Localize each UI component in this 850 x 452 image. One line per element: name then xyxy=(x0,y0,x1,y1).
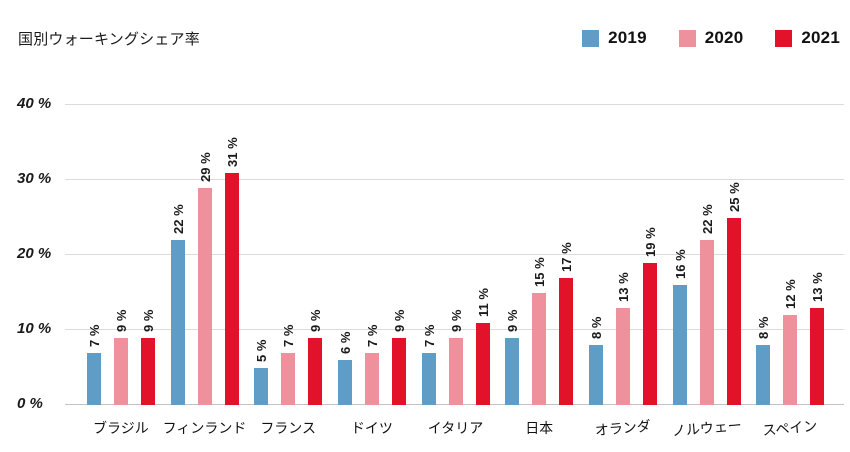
bar-2020: 15 % xyxy=(532,257,547,405)
bar-value-label: 9 % xyxy=(140,309,156,332)
bar-value-label: 9 % xyxy=(308,309,324,332)
bar-value-label: 9 % xyxy=(113,309,129,332)
bar-2020: 9 % xyxy=(448,309,464,405)
bar-2021: 31 % xyxy=(224,137,240,405)
legend-swatch-icon xyxy=(775,29,793,47)
gridline-20: 20 % xyxy=(17,245,844,262)
bar-value-label: 25 % xyxy=(726,181,742,212)
bar-2020: 9 % xyxy=(113,309,129,405)
bar-value-label: 22 % xyxy=(699,204,715,234)
bar-group: 9 % 15 % 17 % 日本 xyxy=(497,105,581,436)
bar-value-label: 8 % xyxy=(588,316,604,339)
bar-value-label: 31 % xyxy=(224,136,240,167)
bar-2021: 9 % xyxy=(140,309,156,405)
bar-2021: 11 % xyxy=(475,288,491,405)
gridline-10: 10 % xyxy=(17,320,844,337)
bar-value-label: 16 % xyxy=(672,249,688,279)
bar-2021: 9 % xyxy=(391,309,407,405)
legend-label: 2021 xyxy=(801,28,840,47)
bar-chart-plot: 0 % 10 % 20 % 30 % 40 % 7 % 9 % 9 % ブラジル 22 % 29 %… xyxy=(17,95,844,439)
chart-legend: 2019 2020 2021 xyxy=(582,28,840,48)
bar-2021: 13 % xyxy=(810,272,825,405)
bar-group: 5 % 7 % 9 % フランス xyxy=(246,105,330,436)
bar-groups: 7 % 9 % 9 % ブラジル 22 % 29 % 31 % フィンランド 5 % 7 % 9 %… xyxy=(79,105,832,439)
x-axis-label: イタリア xyxy=(427,420,484,436)
bar-value-label: 13 % xyxy=(615,271,631,302)
legend-swatch-icon xyxy=(678,29,696,47)
bar-group: 6 % 7 % 9 % ドイツ xyxy=(330,105,414,436)
bar-value-label: 7 % xyxy=(421,324,437,347)
legend-swatch-icon xyxy=(582,29,600,47)
bar-2019: 7 % xyxy=(421,324,437,405)
bar-2019: 6 % xyxy=(337,332,353,405)
x-axis-label: フィンランド xyxy=(162,420,247,436)
bar-2019: 22 % xyxy=(170,204,186,405)
bar-value-label: 9 % xyxy=(448,309,464,332)
x-axis-label: オランダ xyxy=(594,417,652,439)
bar-2020: 7 % xyxy=(364,324,380,405)
x-axis-label: ブラジル xyxy=(92,420,149,436)
bar-2021: 9 % xyxy=(308,309,323,405)
x-axis-label: スペイン xyxy=(762,417,819,439)
bar-group: 22 % 29 % 31 % フィンランド xyxy=(163,105,247,436)
bar-value-label: 5 % xyxy=(254,339,270,362)
y-axis-tick-label: 20 % xyxy=(17,245,52,262)
bar-group: 16 % 22 % 25 % ノルウェー xyxy=(665,105,749,439)
bar-value-label: 22 % xyxy=(170,204,186,234)
bar-2019: 8 % xyxy=(756,317,771,405)
y-axis-tick-label: 0 % xyxy=(17,395,43,412)
bar-value-label: 15 % xyxy=(532,256,548,287)
gridline-40: 40 % xyxy=(17,95,844,112)
bar-value-label: 7 % xyxy=(86,324,102,347)
bar-value-label: 12 % xyxy=(783,279,799,309)
bar-2021: 17 % xyxy=(559,242,574,405)
legend-item-2020: 2020 xyxy=(678,28,744,48)
bar-value-label: 9 % xyxy=(505,309,521,332)
y-axis-tick-label: 10 % xyxy=(17,320,52,337)
chart-title: 国別ウォーキングシェア率 xyxy=(18,31,200,48)
legend-item-2019: 2019 xyxy=(582,28,647,48)
bar-group: 8 % 12 % 13 % スペイン xyxy=(748,105,832,438)
bar-2019: 8 % xyxy=(588,317,604,405)
x-axis-label: 日本 xyxy=(525,420,554,436)
bar-value-label: 7 % xyxy=(281,324,297,347)
bar-value-label: 19 % xyxy=(642,226,658,257)
bar-2020: 22 % xyxy=(699,204,715,405)
gridline-30: 30 % xyxy=(17,170,844,187)
y-axis-tick-label: 30 % xyxy=(17,170,52,187)
bar-2021: 25 % xyxy=(726,182,742,405)
bar-2020: 29 % xyxy=(197,152,213,405)
x-axis-label: ノルウェー xyxy=(670,416,743,440)
bar-value-label: 7 % xyxy=(364,324,380,347)
bar-2019: 5 % xyxy=(254,339,269,405)
bar-2019: 16 % xyxy=(672,249,688,405)
bar-value-label: 8 % xyxy=(756,316,772,339)
bar-value-label: 11 % xyxy=(475,287,491,317)
y-axis-tick-label: 40 % xyxy=(17,95,52,112)
bar-value-label: 17 % xyxy=(559,241,575,272)
bar-2020: 7 % xyxy=(281,324,296,405)
bar-value-label: 13 % xyxy=(810,271,826,302)
x-axis-label: フランス xyxy=(260,420,317,436)
bar-group: 7 % 9 % 9 % ブラジル xyxy=(79,105,163,436)
bar-2021: 19 % xyxy=(642,227,658,405)
bar-value-label: 6 % xyxy=(337,331,353,354)
bar-2019: 7 % xyxy=(86,324,102,405)
bar-group: 7 % 9 % 11 % イタリア xyxy=(414,105,498,436)
bar-2019: 9 % xyxy=(505,309,520,405)
legend-label: 2020 xyxy=(704,28,744,47)
bar-value-label: 9 % xyxy=(391,309,407,332)
legend-label: 2019 xyxy=(608,28,647,47)
bar-group: 8 % 13 % 19 % オランダ xyxy=(581,105,665,438)
bar-value-label: 29 % xyxy=(197,151,213,182)
legend-item-2021: 2021 xyxy=(775,28,840,48)
bar-2020: 12 % xyxy=(783,279,798,405)
bar-2020: 13 % xyxy=(615,272,631,405)
x-axis-label: ドイツ xyxy=(350,420,393,436)
